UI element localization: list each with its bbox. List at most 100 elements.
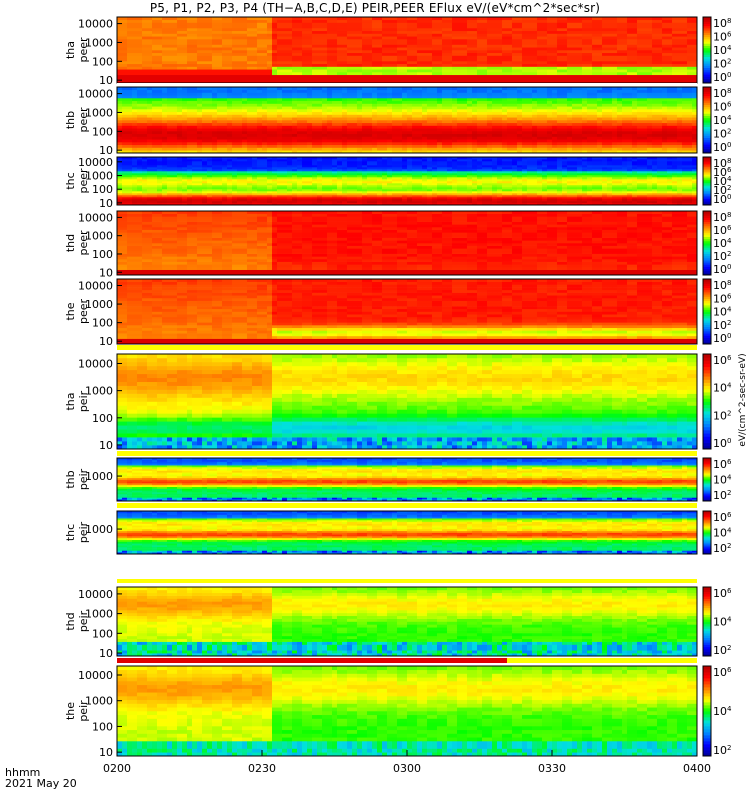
heatmap-cell [637, 75, 642, 78]
heatmap-cell [237, 36, 242, 39]
heatmap-cell [402, 42, 407, 45]
heatmap-cell [602, 67, 607, 70]
heatmap-cell [532, 64, 537, 67]
heatmap-cell [472, 64, 477, 67]
heatmap-cell [507, 61, 512, 64]
heatmap-cell [672, 20, 677, 23]
heatmap-cell [382, 72, 387, 75]
heatmap-cell [457, 45, 462, 48]
heatmap-cell [412, 42, 417, 45]
heatmap-cell [367, 42, 372, 45]
heatmap-cell [347, 69, 352, 72]
heatmap-cell [362, 23, 367, 26]
heatmap-cell [197, 25, 202, 28]
heatmap-cell [257, 28, 262, 31]
heatmap-cell [117, 115, 122, 118]
heatmap-cell [497, 61, 502, 64]
heatmap-cell [587, 69, 592, 72]
heatmap-cell [452, 47, 457, 50]
heatmap-cell [597, 34, 602, 37]
heatmap-cell [272, 67, 277, 70]
heatmap-cell [187, 45, 192, 48]
heatmap-cell [157, 61, 162, 64]
heatmap-cell [567, 20, 572, 23]
heatmap-cell [287, 42, 292, 45]
heatmap-cell [172, 98, 177, 101]
heatmap-cell [257, 47, 262, 50]
heatmap-cell [412, 61, 417, 64]
heatmap-cell [517, 34, 522, 37]
heatmap-cell [457, 78, 462, 81]
heatmap-cell [142, 23, 147, 26]
heatmap-cell [162, 58, 167, 61]
heatmap-cell [597, 69, 602, 72]
heatmap-cell [137, 78, 142, 81]
heatmap-cell [512, 47, 517, 50]
heatmap-cell [217, 50, 222, 53]
heatmap-cell [312, 67, 317, 70]
heatmap-cell [542, 39, 547, 42]
heatmap-cell [222, 69, 227, 72]
heatmap-cell [327, 75, 332, 78]
heatmap-cell [687, 75, 692, 78]
heatmap-cell [632, 45, 637, 48]
heatmap-cell [417, 67, 422, 70]
heatmap-cell [467, 75, 472, 78]
y-tick-label: 10000 [78, 18, 113, 31]
heatmap-cell [227, 78, 232, 81]
heatmap-cell [142, 95, 147, 98]
heatmap-cell [187, 58, 192, 61]
heatmap-cell [532, 20, 537, 23]
heatmap-cell [452, 50, 457, 53]
heatmap-cell [307, 36, 312, 39]
heatmap-cell [377, 64, 382, 67]
heatmap-cell [557, 61, 562, 64]
heatmap-cell [542, 56, 547, 59]
heatmap-cell [387, 36, 392, 39]
heatmap-cell [647, 75, 652, 78]
heatmap-cell [317, 31, 322, 34]
heatmap-cell [677, 39, 682, 42]
heatmap-cell [142, 137, 147, 140]
heatmap-cell [372, 36, 377, 39]
heatmap-cell [447, 75, 452, 78]
heatmap-cell [122, 47, 127, 50]
heatmap-cell [302, 34, 307, 37]
heatmap-cell [217, 45, 222, 48]
heatmap-cell [377, 56, 382, 59]
heatmap-cell [612, 78, 617, 81]
heatmap-cell [392, 69, 397, 72]
heatmap-cell [427, 20, 432, 23]
heatmap-cell [687, 28, 692, 31]
heatmap-cell [267, 69, 272, 72]
heatmap-cell [167, 56, 172, 59]
heatmap-cell [642, 28, 647, 31]
heatmap-cell [307, 75, 312, 78]
heatmap-cell [577, 20, 582, 23]
heatmap-cell [242, 20, 247, 23]
heatmap-cell [542, 53, 547, 56]
heatmap-cell [547, 31, 552, 34]
heatmap-cell [122, 75, 127, 78]
heatmap-cell [642, 20, 647, 23]
heatmap-cell [562, 67, 567, 70]
heatmap-cell [502, 75, 507, 78]
heatmap-cell [562, 45, 567, 48]
heatmap-cell [432, 25, 437, 28]
heatmap-cell [177, 53, 182, 56]
heatmap-cell [282, 58, 287, 61]
heatmap-cell [532, 36, 537, 39]
heatmap-cell [132, 50, 137, 53]
heatmap-cell [652, 72, 657, 75]
heatmap-cell [307, 23, 312, 26]
heatmap-cell [157, 53, 162, 56]
heatmap-cell [117, 56, 122, 59]
heatmap-cell [242, 58, 247, 61]
heatmap-cell [462, 50, 467, 53]
heatmap-cell [417, 28, 422, 31]
heatmap-cell [492, 58, 497, 61]
heatmap-cell [522, 75, 527, 78]
heatmap-cell [417, 34, 422, 37]
heatmap-cell [147, 131, 152, 134]
heatmap-cell [157, 95, 162, 98]
